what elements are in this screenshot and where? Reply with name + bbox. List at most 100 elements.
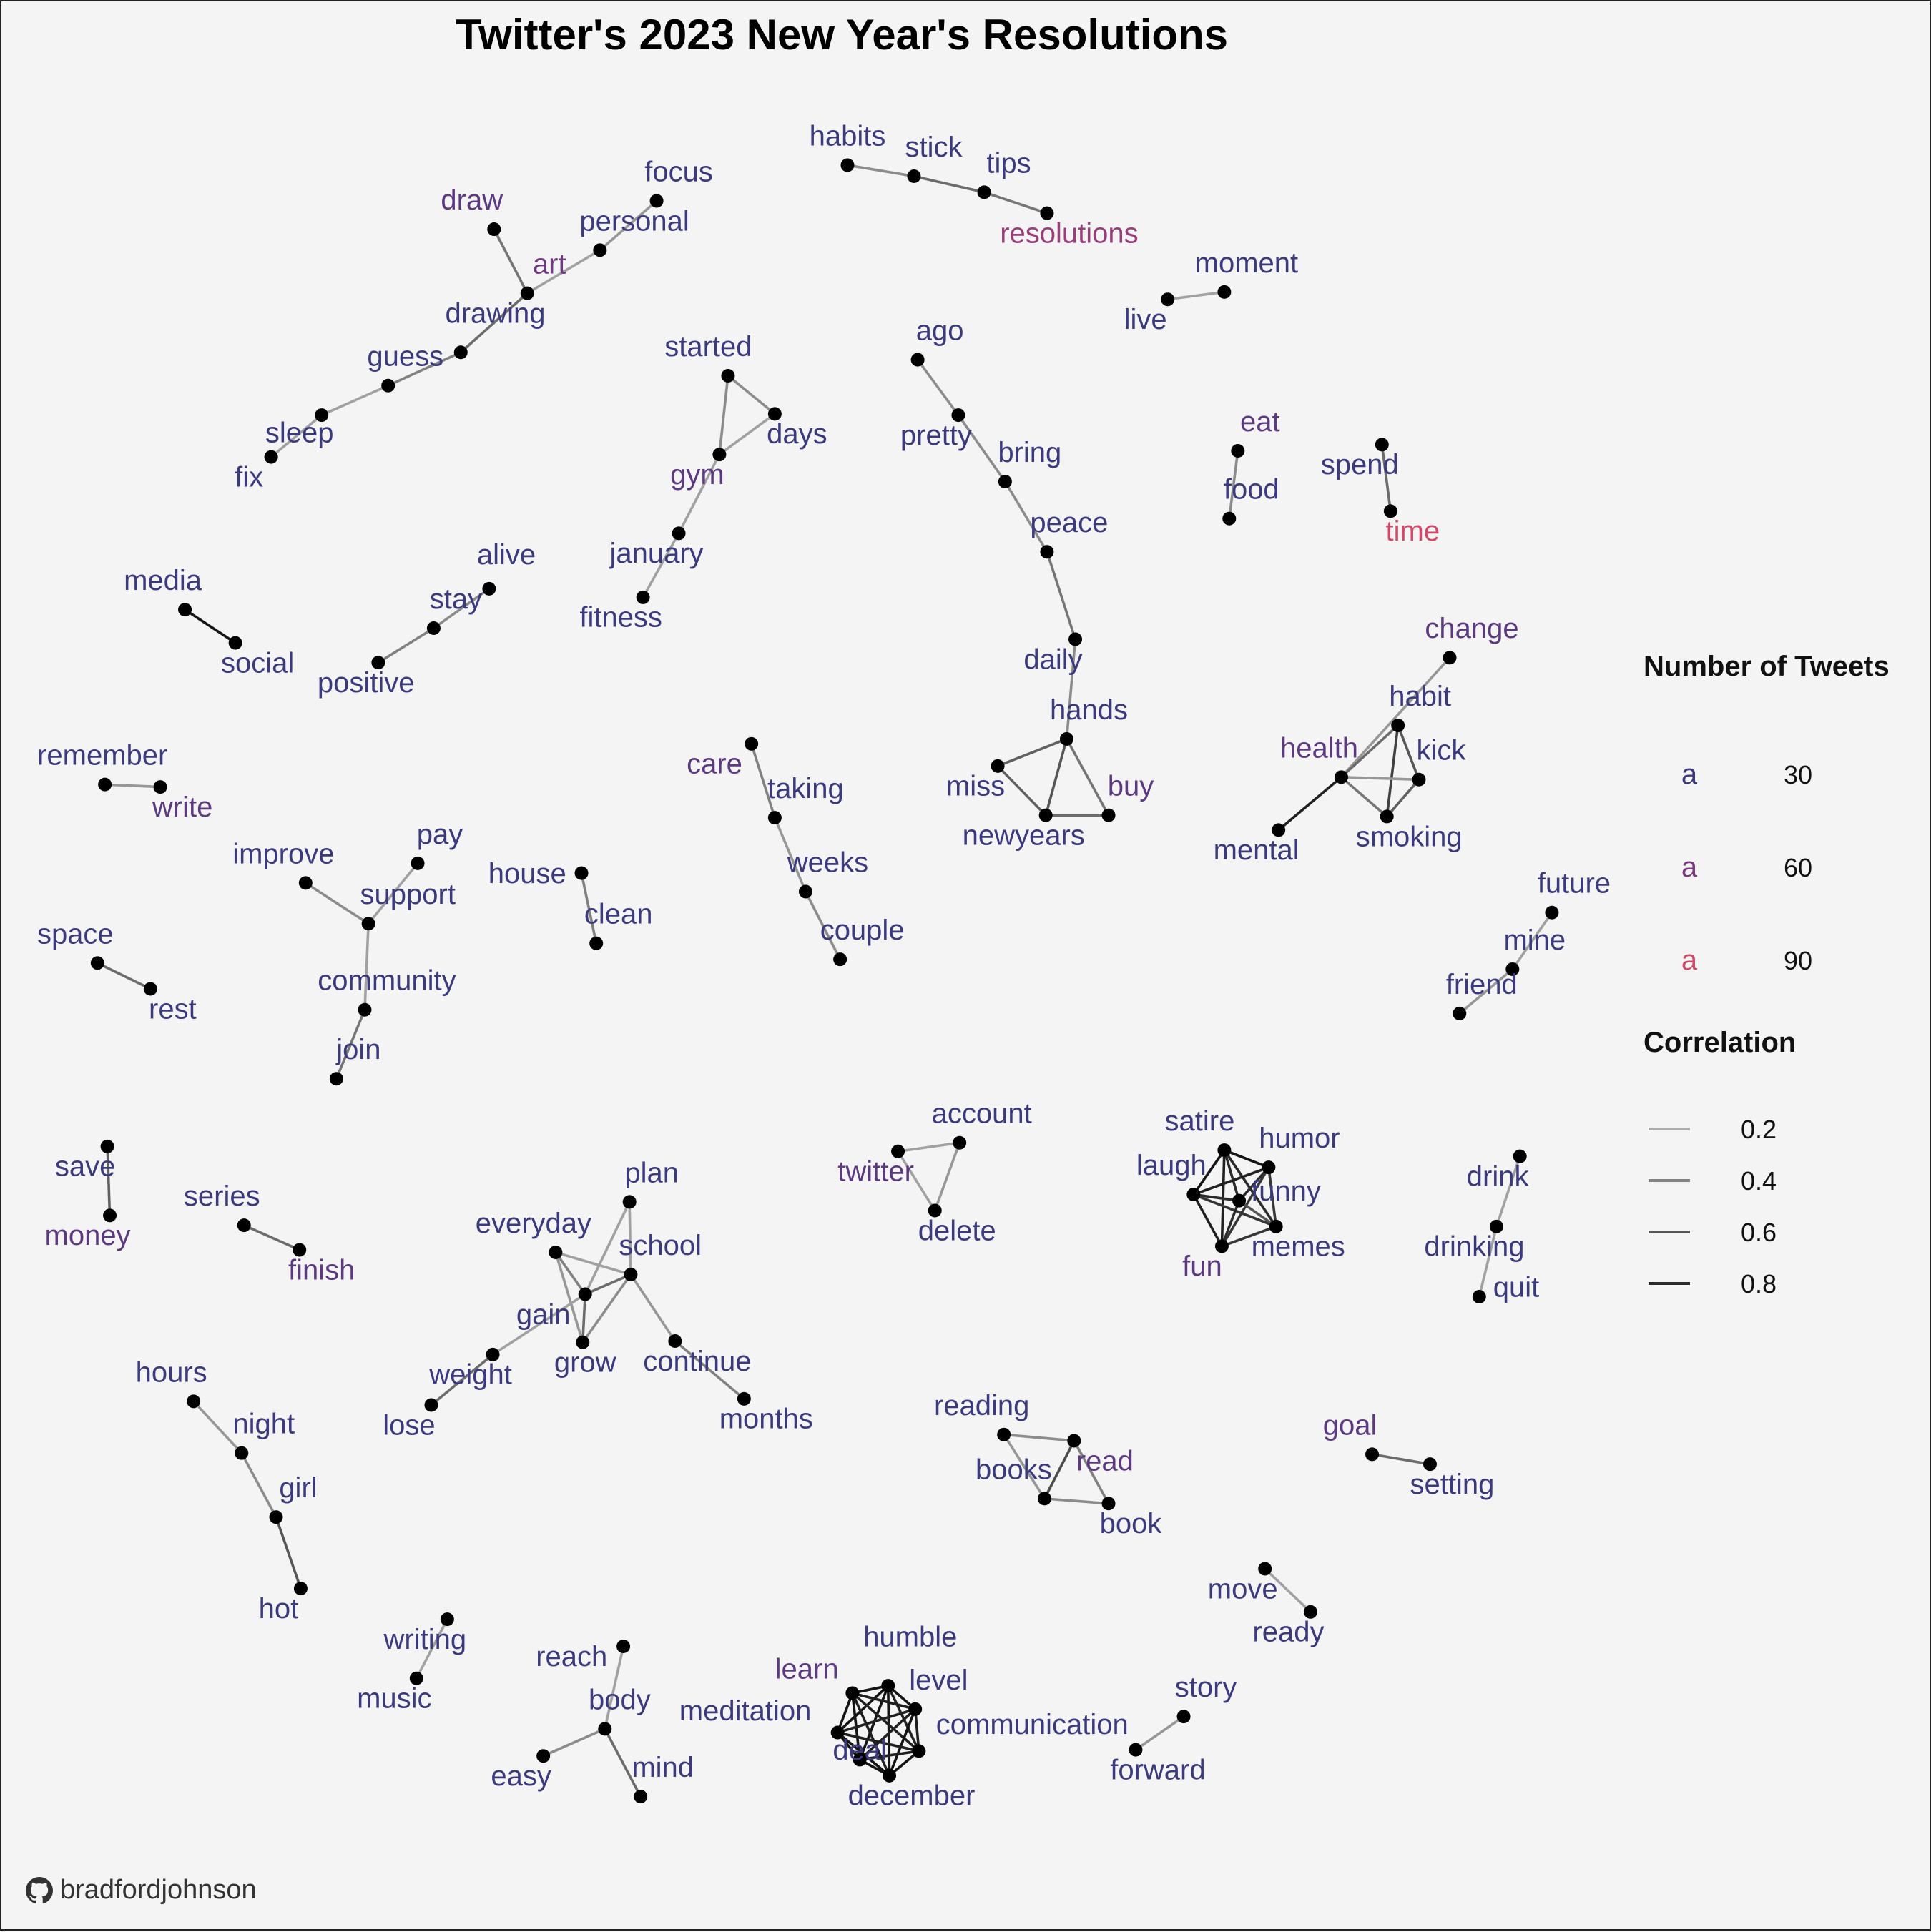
node-art [520, 286, 534, 300]
node-body [598, 1722, 612, 1736]
edge-pay-support [367, 862, 419, 925]
node-daily [1068, 632, 1083, 646]
label-save: save [55, 1151, 116, 1183]
label-everyday: everyday [476, 1208, 591, 1239]
node-gain [578, 1287, 592, 1301]
edge-health-smoking [1340, 776, 1388, 818]
label-gain: gain [516, 1298, 571, 1330]
label-kick: kick [1417, 735, 1467, 767]
edge-remember-write [104, 783, 161, 789]
node-move [1258, 1562, 1272, 1576]
legend-size-value-2: 90 [1784, 946, 1812, 975]
node-community [358, 1002, 372, 1017]
node-communication [912, 1744, 926, 1758]
edge-started-days [727, 375, 776, 415]
node-ready [1303, 1605, 1317, 1619]
legend-size-glyph-1: a [1681, 852, 1698, 883]
credit-text: bradfordjohnson [60, 1875, 257, 1905]
legend-corr-label-0: 0.2 [1741, 1115, 1777, 1144]
node-spend [1375, 438, 1389, 452]
nodes [90, 158, 1559, 1804]
label-easy: easy [491, 1760, 551, 1792]
node-sleep [315, 408, 329, 423]
label-drawing: drawing [445, 297, 545, 329]
edge-hands-newyears [1044, 738, 1068, 816]
edge-art-drawing [460, 292, 529, 354]
edge-drawing-guess [387, 351, 462, 387]
node-series [237, 1218, 251, 1233]
node-social [228, 636, 242, 650]
edge-body-easy [542, 1728, 606, 1758]
label-positive: positive [318, 667, 415, 699]
label-friend: friend [1446, 969, 1518, 1000]
label-daily: daily [1023, 644, 1082, 675]
node-newyears [1038, 808, 1053, 822]
node-funny [1232, 1193, 1247, 1208]
node-drinking [1489, 1219, 1503, 1233]
label-space: space [37, 918, 114, 950]
edge-kick-smoking [1385, 779, 1420, 818]
label-ready: ready [1252, 1617, 1324, 1648]
label-weight: weight [428, 1359, 512, 1391]
node-laugh [1186, 1188, 1201, 1202]
edge-fun-memes [1221, 1225, 1277, 1248]
label-art: art [533, 249, 566, 280]
node-house [574, 866, 589, 880]
label-account: account [932, 1098, 1032, 1130]
label-fun: fun [1182, 1251, 1222, 1282]
edge-level-meditation [837, 1707, 916, 1734]
edge-school-continue [629, 1273, 677, 1342]
edge-gain-weight [492, 1293, 586, 1356]
legend-corr-label-3: 0.8 [1741, 1269, 1777, 1298]
label-continue: continue [643, 1346, 751, 1377]
node-drawing [453, 345, 468, 360]
edge-goal-setting [1372, 1453, 1430, 1466]
node-mine [1505, 962, 1520, 976]
node-deal [853, 1753, 867, 1767]
node-bring [998, 475, 1012, 489]
node-forward [1129, 1743, 1143, 1757]
node-positive [371, 656, 385, 670]
label-memes: memes [1252, 1231, 1345, 1263]
node-rest [143, 982, 157, 996]
edge-learn-december [851, 1692, 891, 1777]
legend-size-glyph-2: a [1681, 945, 1698, 976]
node-food [1222, 511, 1237, 526]
edge-tips-resolutions [983, 191, 1048, 215]
node-miss [991, 759, 1005, 773]
label-write: write [152, 792, 212, 823]
label-funny: funny [1251, 1176, 1321, 1207]
edge-hands-miss [997, 737, 1068, 767]
label-series: series [184, 1181, 260, 1212]
legend-size-title: Number of Tweets [1643, 651, 1890, 682]
node-remember [98, 777, 112, 792]
node-stick [907, 169, 921, 184]
legend-corr-label-1: 0.4 [1741, 1166, 1777, 1196]
label-communication: communication [936, 1709, 1129, 1740]
node-reading [997, 1427, 1011, 1441]
node-humble [881, 1679, 895, 1693]
label-meditation: meditation [679, 1695, 812, 1727]
node-save [100, 1139, 114, 1153]
edge-days-gym [718, 413, 776, 456]
node-reach [616, 1640, 631, 1654]
label-house: house [488, 858, 566, 889]
label-december: december [848, 1780, 976, 1812]
node-change [1443, 651, 1457, 665]
edge-january-fitness [642, 533, 680, 598]
label-rest: rest [149, 993, 197, 1025]
edge-reading-books [1003, 1434, 1046, 1499]
edge-reading-read [1003, 1433, 1074, 1442]
edge-miss-newyears [996, 765, 1047, 817]
label-days: days [767, 418, 827, 450]
label-hours: hours [136, 1356, 207, 1388]
label-improve: improve [232, 838, 334, 869]
node-guess [381, 378, 395, 393]
label-fitness: fitness [579, 602, 662, 634]
node-easy [536, 1749, 551, 1763]
credit: bradfordjohnson [26, 1875, 257, 1906]
label-humor: humor [1259, 1123, 1340, 1154]
label-care: care [687, 749, 742, 780]
edge-started-gym [718, 375, 729, 455]
label-spend: spend [1321, 449, 1399, 480]
